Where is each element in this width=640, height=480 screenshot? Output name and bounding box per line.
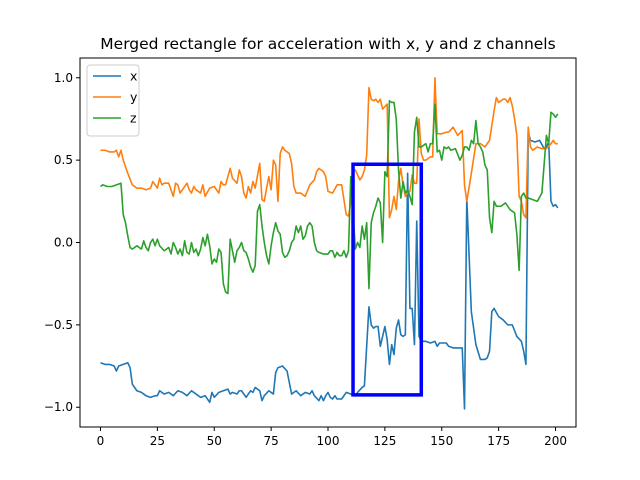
y-tick-label: 1.0 [54, 71, 73, 85]
x-tick-label: 150 [430, 434, 453, 448]
series-line-x [100, 131, 559, 410]
x-axis: 0 25 50 75 100 125 150 175 200 [97, 427, 567, 448]
annotation-layer [351, 162, 424, 397]
x-tick-label: 125 [373, 434, 396, 448]
series-layer [100, 76, 559, 410]
y-tick-label: −0.5 [44, 318, 73, 332]
y-tick-label: 0.5 [54, 153, 73, 167]
x-tick-label: 175 [487, 434, 510, 448]
x-tick-label: 200 [544, 434, 567, 448]
legend-label-y: y [130, 90, 138, 105]
series-line-z [100, 100, 559, 295]
y-tick-label: −1.0 [44, 400, 73, 414]
x-tick-label: 50 [207, 434, 222, 448]
legend-label-x: x [130, 69, 137, 84]
y-axis: −1.0 −0.5 0.0 0.5 1.0 [44, 71, 80, 414]
legend: xyz [86, 64, 140, 137]
x-tick-label: 0 [97, 434, 105, 448]
highlight-rectangle [351, 162, 424, 397]
y-tick-label: 0.0 [54, 236, 73, 250]
x-tick-label: 25 [150, 434, 165, 448]
x-tick-label: 100 [317, 434, 340, 448]
chart-title: Merged rectangle for acceleration with x… [100, 35, 555, 53]
x-tick-label: 75 [263, 434, 278, 448]
legend-label-z: z [130, 111, 137, 126]
